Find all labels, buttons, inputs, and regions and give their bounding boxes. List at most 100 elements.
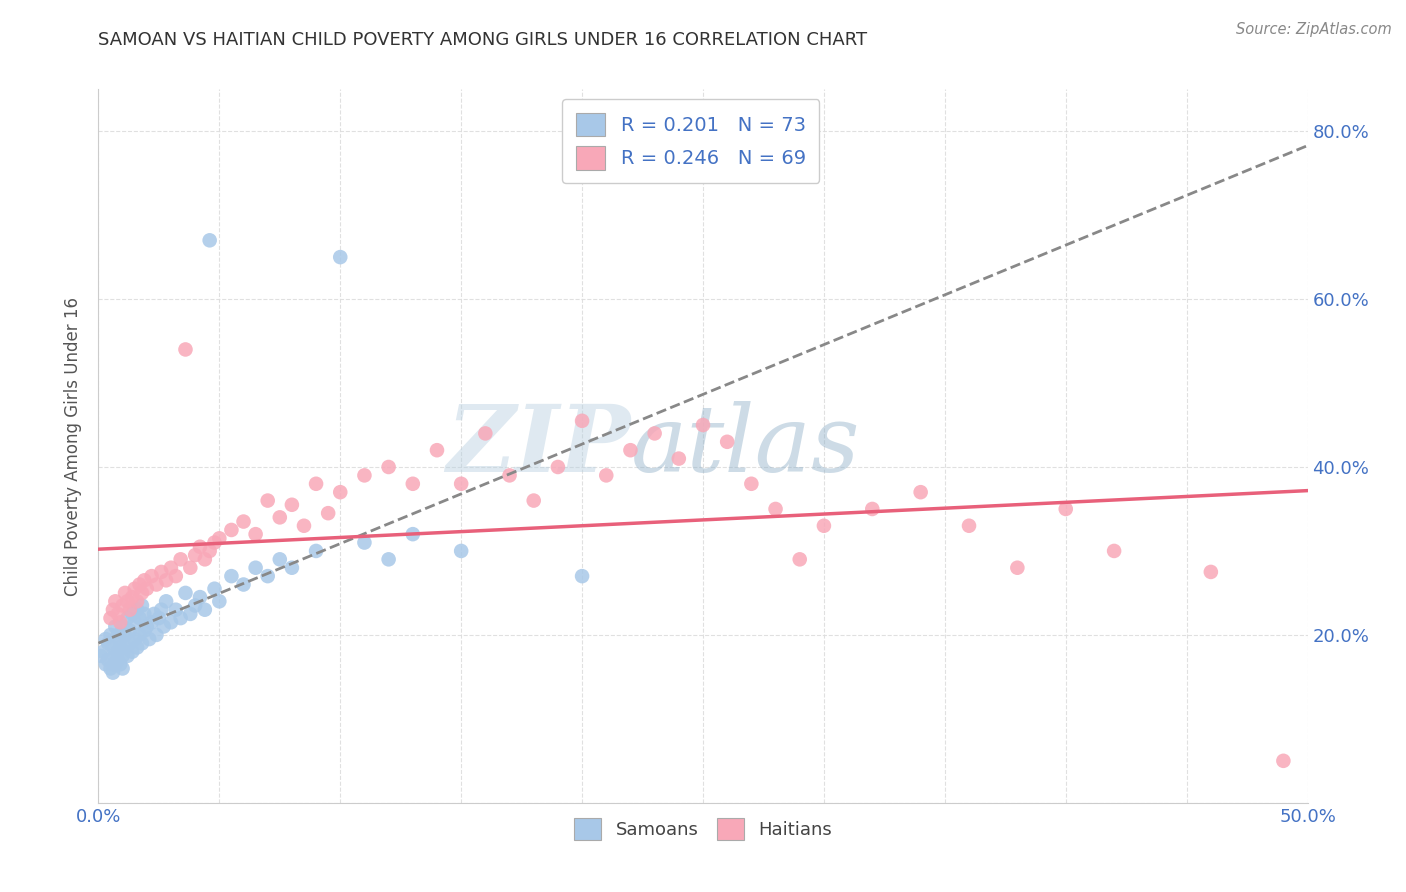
Point [305,544,328,558]
Point [150,565,173,579]
Point [208,532,231,546]
Point [114,628,136,642]
Point [188,540,211,554]
Point [668,451,690,466]
Point [104,594,127,608]
Point [377,552,399,566]
Point [619,443,641,458]
Point [118,624,141,638]
Point [232,515,254,529]
Point [571,569,593,583]
Point [117,594,139,608]
Point [281,560,304,574]
Point [813,518,835,533]
Point [256,493,278,508]
Point [740,476,762,491]
Point [111,599,134,613]
Point [957,518,980,533]
Point [402,476,425,491]
Point [232,577,254,591]
Point [789,552,811,566]
Point [281,498,304,512]
Point [118,636,141,650]
Point [131,586,153,600]
Point [138,632,160,646]
Point [134,607,156,621]
Point [108,632,131,646]
Point [353,535,375,549]
Point [104,619,127,633]
Point [100,661,122,675]
Point [329,250,352,264]
Point [194,603,217,617]
Point [692,417,714,432]
Point [377,460,399,475]
Point [860,502,883,516]
Point [1102,544,1125,558]
Point [111,648,134,663]
Legend: Samoans, Haitians: Samoans, Haitians [567,811,839,847]
Point [124,582,146,596]
Point [127,594,149,608]
Point [765,502,787,516]
Point [184,599,207,613]
Point [174,586,197,600]
Point [547,460,569,475]
Point [107,607,129,621]
Point [104,657,127,672]
Point [107,653,129,667]
Point [208,594,231,608]
Point [245,560,267,574]
Y-axis label: Child Poverty Among Girls Under 16: Child Poverty Among Girls Under 16 [65,296,83,596]
Point [450,544,472,558]
Point [644,426,666,441]
Point [118,603,141,617]
Point [450,476,472,491]
Point [128,611,150,625]
Point [179,560,201,574]
Point [143,607,166,621]
Point [256,569,278,583]
Point [165,603,187,617]
Point [121,645,143,659]
Point [114,586,136,600]
Point [108,615,131,630]
Point [402,527,425,541]
Point [141,569,163,583]
Point [117,611,139,625]
Point [141,615,163,630]
Point [179,607,201,621]
Point [155,594,177,608]
Point [94,632,117,646]
Point [145,577,167,591]
Point [1272,754,1295,768]
Point [188,590,211,604]
Point [523,493,546,508]
Point [152,619,174,633]
Point [194,552,217,566]
Point [1007,560,1029,574]
Point [135,582,157,596]
Point [571,414,593,428]
Point [316,506,339,520]
Point [198,544,221,558]
Point [150,603,173,617]
Point [114,640,136,655]
Point [184,548,207,562]
Point [145,628,167,642]
Point [292,518,315,533]
Point [135,619,157,633]
Point [104,648,127,663]
Point [111,661,134,675]
Point [716,434,738,449]
Text: atlas: atlas [630,401,860,491]
Point [90,648,112,663]
Point [94,657,117,672]
Point [131,599,153,613]
Point [1199,565,1222,579]
Point [121,607,143,621]
Point [245,527,267,541]
Point [169,552,191,566]
Point [329,485,352,500]
Point [595,468,617,483]
